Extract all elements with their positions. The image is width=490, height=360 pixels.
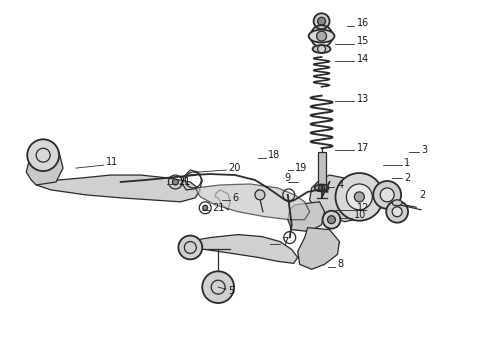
- Text: 15: 15: [357, 36, 370, 46]
- Circle shape: [386, 201, 408, 223]
- Polygon shape: [26, 145, 63, 185]
- Circle shape: [317, 31, 326, 41]
- Polygon shape: [298, 228, 340, 269]
- Text: 4: 4: [338, 180, 343, 190]
- Polygon shape: [318, 152, 325, 185]
- Circle shape: [346, 184, 372, 210]
- Circle shape: [318, 17, 325, 25]
- Ellipse shape: [392, 200, 402, 206]
- Circle shape: [203, 205, 208, 210]
- Text: 20: 20: [228, 163, 241, 173]
- Text: 19: 19: [294, 163, 307, 173]
- Text: 5: 5: [228, 286, 234, 296]
- Text: 12: 12: [357, 203, 370, 213]
- Circle shape: [202, 271, 234, 303]
- Circle shape: [27, 139, 59, 171]
- Text: 2: 2: [419, 190, 425, 200]
- Text: 14: 14: [357, 54, 369, 64]
- Text: 6: 6: [232, 193, 238, 203]
- Text: 17: 17: [357, 143, 370, 153]
- Circle shape: [354, 192, 365, 202]
- Circle shape: [380, 188, 394, 202]
- Polygon shape: [288, 202, 324, 231]
- Circle shape: [327, 216, 336, 224]
- Text: 21: 21: [212, 203, 224, 213]
- Ellipse shape: [315, 184, 328, 192]
- Circle shape: [392, 207, 402, 217]
- Polygon shape: [178, 235, 298, 264]
- Text: 21: 21: [178, 177, 191, 187]
- Text: 9: 9: [285, 173, 291, 183]
- Circle shape: [172, 179, 178, 185]
- Text: 18: 18: [268, 150, 280, 160]
- Circle shape: [255, 190, 265, 200]
- Text: 2: 2: [404, 173, 410, 183]
- Text: 13: 13: [357, 94, 369, 104]
- Ellipse shape: [309, 30, 335, 42]
- Circle shape: [314, 13, 329, 29]
- Text: 10: 10: [354, 210, 367, 220]
- Polygon shape: [196, 184, 310, 220]
- Text: 16: 16: [357, 18, 369, 28]
- Text: 11: 11: [106, 157, 118, 167]
- Text: 7: 7: [282, 237, 288, 247]
- Circle shape: [336, 173, 383, 221]
- Text: 1: 1: [404, 158, 410, 168]
- Polygon shape: [310, 175, 365, 222]
- Text: 8: 8: [338, 259, 343, 269]
- Circle shape: [322, 211, 341, 229]
- Text: 3: 3: [421, 145, 427, 155]
- Polygon shape: [36, 175, 200, 202]
- Ellipse shape: [313, 45, 331, 53]
- Circle shape: [318, 185, 324, 191]
- Circle shape: [178, 235, 202, 260]
- Circle shape: [373, 181, 401, 209]
